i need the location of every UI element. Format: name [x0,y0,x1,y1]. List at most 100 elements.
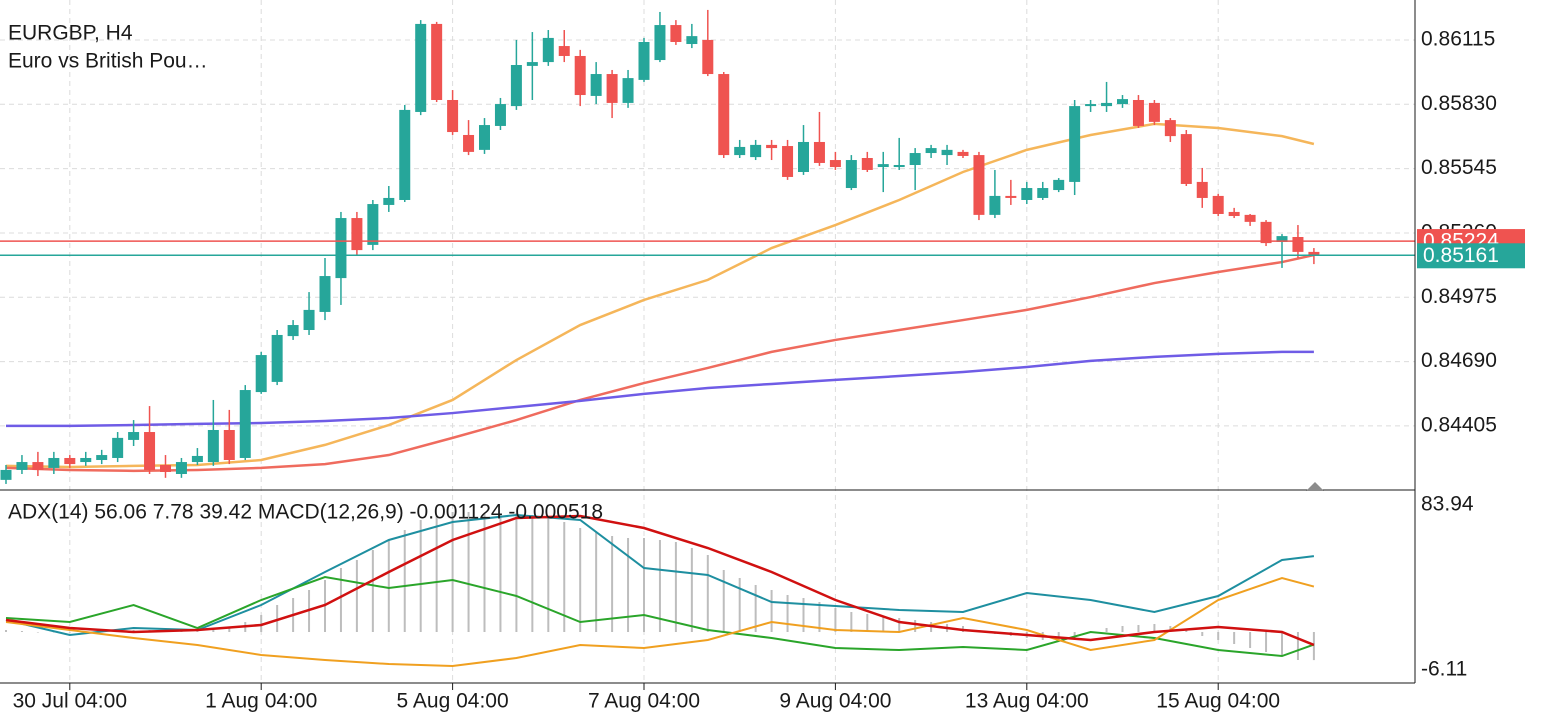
histogram-bar [387,540,390,632]
candle-body [351,218,363,251]
histogram-bar [818,602,821,632]
histogram-bar [898,618,901,632]
histogram-bar [1201,632,1204,636]
candle-body [1069,106,1081,182]
histogram-bar [1057,632,1060,640]
histogram-bar [196,631,199,632]
y-tick-label: 0.86115 [1421,27,1495,50]
candle-body [702,39,714,75]
y-tick-label: 0.84975 [1421,285,1497,308]
candle-body [1117,99,1128,105]
x-tick-label: 15 Aug 04:00 [1156,690,1280,713]
histogram-bar [451,512,454,632]
candle-body [112,437,124,458]
candle-body [654,25,666,61]
candle-body [1244,214,1256,222]
candle-body [750,144,762,158]
histogram-bar [36,632,39,633]
candle-body [782,146,794,177]
candle-body [1164,120,1176,137]
candle-body [191,455,203,463]
candle-body [1228,211,1240,217]
moving-average [5,122,1315,469]
histogram-bar [5,630,7,632]
indicator-line [5,514,1315,647]
candle-body [686,36,698,45]
y-tick-label: 83.94 [1421,493,1474,516]
histogram-bar [627,538,630,632]
candle-body [64,457,76,465]
candle-body [271,334,283,382]
candle-body [606,74,618,103]
histogram-bar [1073,632,1076,636]
histogram-bar [770,590,773,632]
histogram-bar [515,513,518,632]
x-tick-label: 7 Aug 04:00 [588,690,700,713]
histogram-bar [403,530,406,632]
candle-body [239,390,251,458]
histogram-bar [1185,630,1188,632]
plot-area [0,9,1415,668]
histogram-bar [595,532,598,632]
candle-body [144,432,156,470]
histogram-bar [674,542,677,632]
candle-body [0,469,12,480]
histogram-bar [1249,632,1252,648]
candle-body [829,160,841,168]
candle-body [32,462,44,470]
y-tick-label: -6.11 [1421,658,1467,681]
histogram-bar [467,512,470,632]
candle-body [941,149,953,156]
candle-body [383,197,395,205]
candle-body [766,144,778,149]
histogram-bar [1137,625,1140,632]
scroll-marker [1306,482,1324,491]
histogram-bar [754,585,757,632]
candle-body [861,158,873,170]
candle-body [638,41,650,80]
histogram-bar [1312,632,1315,661]
histogram-bar [658,540,661,632]
candle-body [877,164,889,168]
histogram-bar [866,614,869,632]
candle-body [542,37,554,63]
candle-body [1260,221,1272,244]
histogram-bar [483,514,486,632]
moving-average [5,253,1315,473]
x-tick-label: 9 Aug 04:00 [779,690,891,713]
histogram-bar [419,520,422,632]
candle-body [319,276,331,312]
histogram-bar [563,522,566,632]
candle-body [207,429,219,463]
candle-body [1053,179,1065,191]
x-tick-label: 1 Aug 04:00 [205,690,317,713]
histogram-bar [371,550,374,632]
histogram-bar [260,615,263,632]
histogram-bar [1105,628,1108,632]
candle-body [1276,236,1288,242]
histogram-bar [68,632,71,633]
histogram-bar [276,605,279,632]
candle-body [335,218,347,279]
candle-body [463,134,475,152]
histogram-bar [1153,624,1156,632]
histogram-bar [786,595,789,632]
candle-body [287,325,299,337]
histogram-bar [1233,632,1236,644]
candle-body [96,455,108,461]
candle-body [893,164,905,168]
histogram-bar [1121,626,1124,632]
y-tick-label: 0.85545 [1421,156,1497,179]
candle-body [510,65,522,107]
histogram-bar [882,616,885,632]
histogram-bar [547,518,550,632]
candle-body [718,74,730,156]
candle-body [590,74,602,96]
price-label-box [1417,243,1525,269]
candle-body [1132,99,1144,126]
y-tick-label: 0.85830 [1421,92,1497,115]
histogram-bar [802,598,805,632]
price-label: 0.85161 [1423,244,1499,267]
